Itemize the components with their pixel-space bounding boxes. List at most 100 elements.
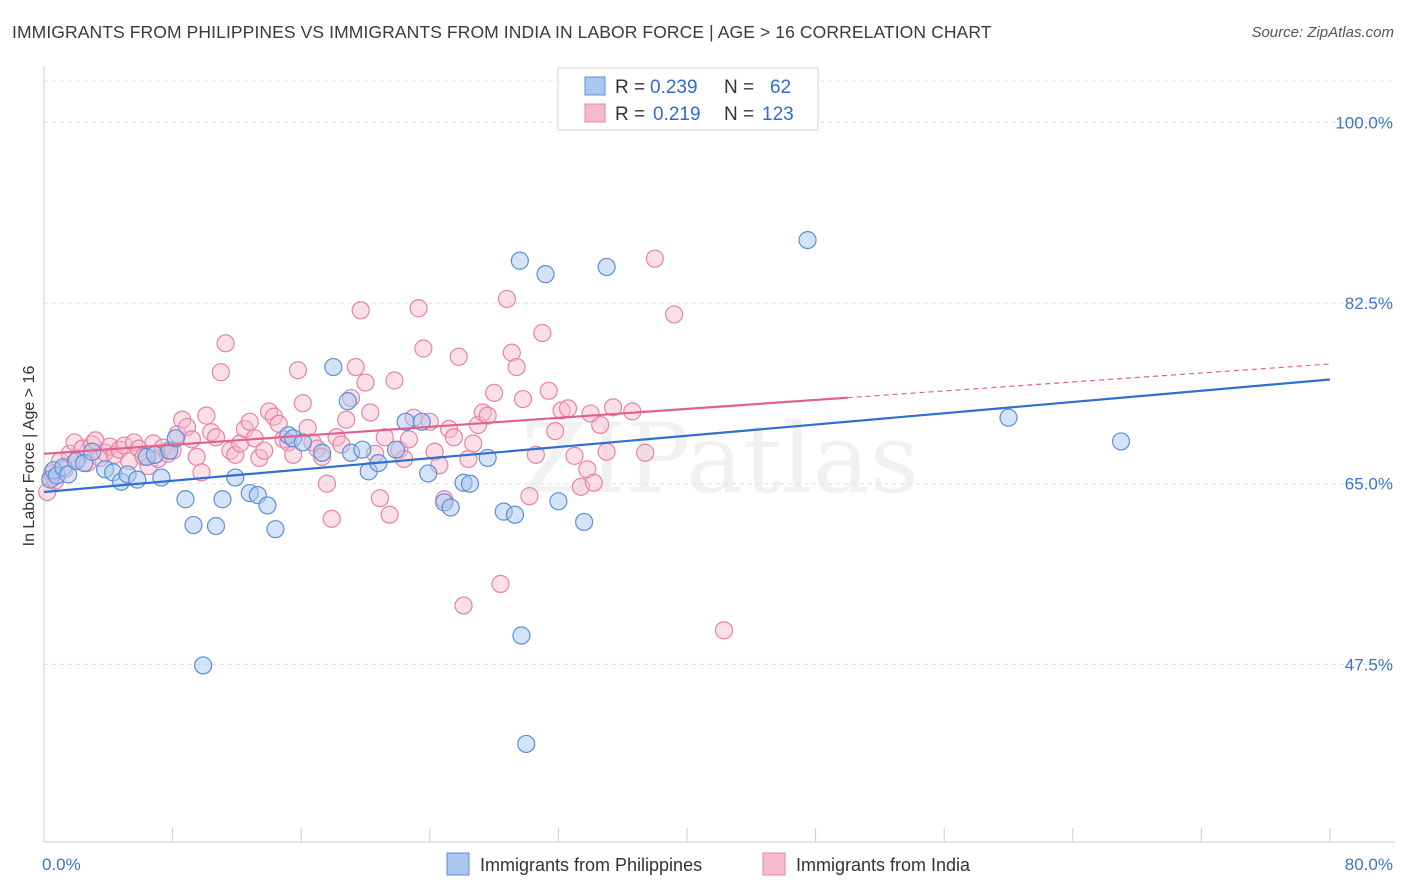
data-point-india bbox=[513, 389, 533, 409]
data-point-india bbox=[211, 363, 230, 382]
x-tick-label: 80.0% bbox=[1345, 855, 1393, 874]
bottom-legend-swatch-india bbox=[762, 852, 786, 876]
y-tick-label: 47.5% bbox=[1345, 655, 1393, 674]
y-tick-labels: 47.5% 65.0% 82.5% 100.0% bbox=[1335, 113, 1393, 674]
data-point-philippines bbox=[419, 464, 438, 483]
data-point-philippines bbox=[206, 516, 226, 536]
bottom-legend-label-india: Immigrants from India bbox=[796, 855, 971, 875]
data-point-india bbox=[409, 299, 428, 318]
data-point-india bbox=[645, 249, 664, 268]
data-point-philippines bbox=[505, 505, 525, 524]
data-point-philippines bbox=[266, 520, 285, 539]
data-point-india bbox=[636, 443, 655, 462]
data-point-india bbox=[216, 334, 235, 353]
legend-n-label-india: N = bbox=[724, 104, 754, 125]
data-point-india bbox=[473, 403, 492, 422]
data-point-india bbox=[226, 445, 245, 464]
data-point-india bbox=[459, 449, 478, 469]
data-point-india bbox=[449, 347, 468, 366]
x-tick-label: 0.0% bbox=[42, 855, 81, 874]
data-point-india bbox=[399, 430, 419, 449]
data-point-india bbox=[597, 442, 616, 461]
legend-r-label-philippines: R = bbox=[615, 77, 645, 98]
data-point-philippines bbox=[386, 440, 406, 459]
data-point-india bbox=[464, 434, 483, 453]
data-point-india bbox=[337, 410, 356, 429]
x-tick-labels: 0.0% 80.0% bbox=[42, 855, 1393, 874]
data-point-philippines bbox=[510, 251, 529, 270]
bottom-legend: Immigrants from Philippines Immigrants f… bbox=[446, 852, 971, 876]
data-point-india bbox=[380, 505, 399, 524]
data-point-india bbox=[546, 421, 565, 441]
data-point-india bbox=[259, 402, 279, 421]
data-point-philippines bbox=[338, 392, 357, 411]
data-point-philippines bbox=[184, 515, 203, 535]
y-axis-label: In Labor Force | Age > 16 bbox=[21, 366, 38, 547]
data-point-philippines bbox=[176, 490, 195, 509]
legend-n-value-india: 123 bbox=[762, 104, 794, 125]
data-point-philippines bbox=[152, 468, 171, 487]
legend-r-label-india: R = bbox=[615, 104, 645, 125]
data-point-india bbox=[507, 357, 526, 377]
data-point-philippines bbox=[312, 443, 332, 462]
data-point-india bbox=[425, 442, 444, 461]
data-point-india bbox=[714, 621, 734, 640]
data-point-india bbox=[665, 305, 684, 324]
gridlines bbox=[44, 80, 1395, 665]
data-point-philippines bbox=[575, 512, 594, 532]
data-point-philippines bbox=[536, 265, 555, 284]
data-point-india bbox=[565, 446, 584, 465]
data-point-india bbox=[187, 447, 206, 467]
data-point-india bbox=[478, 406, 497, 425]
data-point-india bbox=[502, 343, 521, 362]
data-point-india bbox=[192, 463, 211, 482]
data-point-india bbox=[317, 474, 337, 493]
data-point-india bbox=[351, 301, 370, 320]
data-point-india bbox=[197, 406, 216, 425]
legend-n-value-philippines: 62 bbox=[770, 77, 791, 98]
axes bbox=[43, 66, 1395, 843]
data-point-philippines bbox=[194, 656, 213, 675]
data-point-philippines bbox=[512, 626, 531, 645]
data-point-philippines bbox=[293, 433, 312, 452]
legend: R = 0.239 N = 62 R = 0.219 N = 123 bbox=[557, 67, 819, 131]
y-tick-label: 82.5% bbox=[1345, 294, 1393, 313]
data-point-philippines bbox=[213, 490, 232, 509]
data-point-philippines bbox=[258, 496, 277, 515]
legend-r-value-philippines: 0.239 bbox=[650, 77, 698, 98]
data-point-india bbox=[182, 430, 201, 449]
data-point-philippines bbox=[1111, 432, 1131, 451]
data-point-india bbox=[240, 412, 259, 431]
data-point-india bbox=[444, 428, 464, 447]
legend-n-label-philippines: N = bbox=[724, 77, 754, 98]
data-point-india bbox=[491, 574, 510, 593]
data-point-india bbox=[497, 289, 517, 309]
bottom-legend-swatch-philippines bbox=[446, 852, 470, 876]
data-point-philippines bbox=[597, 257, 616, 277]
y-tick-label: 100.0% bbox=[1335, 113, 1393, 132]
data-point-india bbox=[520, 487, 539, 506]
data-point-philippines bbox=[441, 498, 460, 517]
data-point-india bbox=[581, 404, 600, 423]
data-point-india bbox=[526, 445, 545, 464]
data-point-philippines bbox=[517, 734, 536, 754]
data-point-india bbox=[485, 383, 504, 402]
data-point-philippines bbox=[549, 492, 568, 511]
data-point-india bbox=[293, 394, 312, 413]
data-point-india bbox=[539, 381, 558, 400]
data-point-philippines bbox=[128, 470, 147, 489]
data-point-india bbox=[322, 509, 341, 528]
trend-line-india bbox=[43, 396, 848, 455]
data-point-india bbox=[454, 596, 473, 615]
data-point-philippines bbox=[324, 357, 343, 377]
bottom-legend-label-philippines: Immigrants from Philippines bbox=[480, 855, 702, 875]
legend-swatch-philippines bbox=[584, 76, 606, 96]
trend-line-india-extension bbox=[847, 363, 1331, 399]
data-point-india bbox=[346, 357, 365, 377]
data-point-india bbox=[603, 398, 623, 417]
data-point-philippines bbox=[226, 468, 245, 487]
data-point-india bbox=[584, 473, 603, 492]
data-point-india bbox=[385, 371, 404, 390]
legend-swatch-india bbox=[584, 103, 606, 123]
